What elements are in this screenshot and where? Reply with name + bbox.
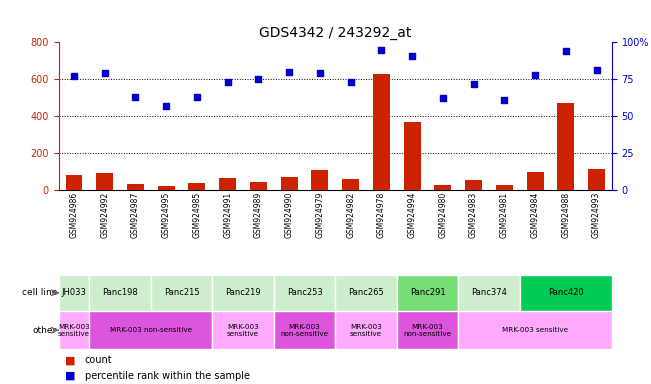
Text: MRK-003
non-sensitive: MRK-003 non-sensitive xyxy=(404,324,452,337)
Text: MRK-003 sensitive: MRK-003 sensitive xyxy=(502,327,568,333)
Bar xyxy=(373,74,390,190)
Bar xyxy=(212,275,274,311)
Bar xyxy=(557,103,574,190)
Bar xyxy=(434,185,451,190)
Text: Panc374: Panc374 xyxy=(471,288,507,297)
Point xyxy=(284,69,294,75)
Text: Panc253: Panc253 xyxy=(286,288,322,297)
Point xyxy=(437,95,448,101)
Title: GDS4342 / 243292_at: GDS4342 / 243292_at xyxy=(259,26,411,40)
Point xyxy=(407,53,417,59)
Bar xyxy=(96,172,113,190)
Point xyxy=(253,76,264,82)
Text: MRK-003 non-sensitive: MRK-003 non-sensitive xyxy=(110,327,192,333)
Bar xyxy=(89,275,151,311)
Bar xyxy=(458,275,519,311)
Bar xyxy=(396,311,458,349)
Text: count: count xyxy=(85,355,112,365)
Point xyxy=(69,73,79,79)
Point xyxy=(530,72,540,78)
Text: JH033: JH033 xyxy=(62,288,87,297)
Point xyxy=(130,94,141,100)
Text: Panc291: Panc291 xyxy=(409,288,445,297)
Bar xyxy=(519,275,612,311)
Text: MRK-003
non-sensitive: MRK-003 non-sensitive xyxy=(281,324,329,337)
Bar xyxy=(281,177,298,190)
Bar xyxy=(335,275,396,311)
Point xyxy=(161,103,171,109)
Point xyxy=(468,81,478,87)
Bar xyxy=(404,122,421,190)
Bar xyxy=(219,178,236,190)
Bar xyxy=(59,275,89,311)
Bar xyxy=(588,169,605,190)
Point xyxy=(346,79,356,85)
Bar xyxy=(274,311,335,349)
Text: Panc420: Panc420 xyxy=(548,288,584,297)
Point xyxy=(100,70,110,76)
Bar xyxy=(66,175,83,190)
Text: percentile rank within the sample: percentile rank within the sample xyxy=(85,371,249,381)
Bar xyxy=(127,184,144,190)
Text: MRK-003
sensitive: MRK-003 sensitive xyxy=(227,324,259,337)
Bar xyxy=(212,311,274,349)
Bar xyxy=(335,311,396,349)
Point xyxy=(591,67,602,73)
Bar xyxy=(342,179,359,190)
Bar xyxy=(158,186,174,190)
Text: ■: ■ xyxy=(65,355,76,365)
Text: MRK-003
sensitive: MRK-003 sensitive xyxy=(58,324,90,337)
Point xyxy=(376,46,387,53)
Bar xyxy=(458,311,612,349)
Bar xyxy=(189,183,205,190)
Text: ■: ■ xyxy=(65,371,76,381)
Bar xyxy=(465,180,482,190)
Point xyxy=(223,79,233,85)
Text: Panc219: Panc219 xyxy=(225,288,261,297)
Bar xyxy=(151,275,212,311)
Text: Panc215: Panc215 xyxy=(164,288,199,297)
Bar xyxy=(396,275,458,311)
Text: cell line: cell line xyxy=(21,288,57,297)
Text: Panc265: Panc265 xyxy=(348,288,384,297)
Bar xyxy=(89,311,212,349)
Point xyxy=(191,94,202,100)
Bar xyxy=(250,182,267,190)
Point xyxy=(561,48,571,54)
Text: other: other xyxy=(33,326,57,335)
Bar xyxy=(527,172,544,190)
Text: MRK-003
sensitive: MRK-003 sensitive xyxy=(350,324,382,337)
Point xyxy=(499,97,510,103)
Bar xyxy=(274,275,335,311)
Bar xyxy=(496,185,513,190)
Text: Panc198: Panc198 xyxy=(102,288,138,297)
Bar xyxy=(311,170,328,190)
Point xyxy=(314,70,325,76)
Bar xyxy=(59,311,89,349)
